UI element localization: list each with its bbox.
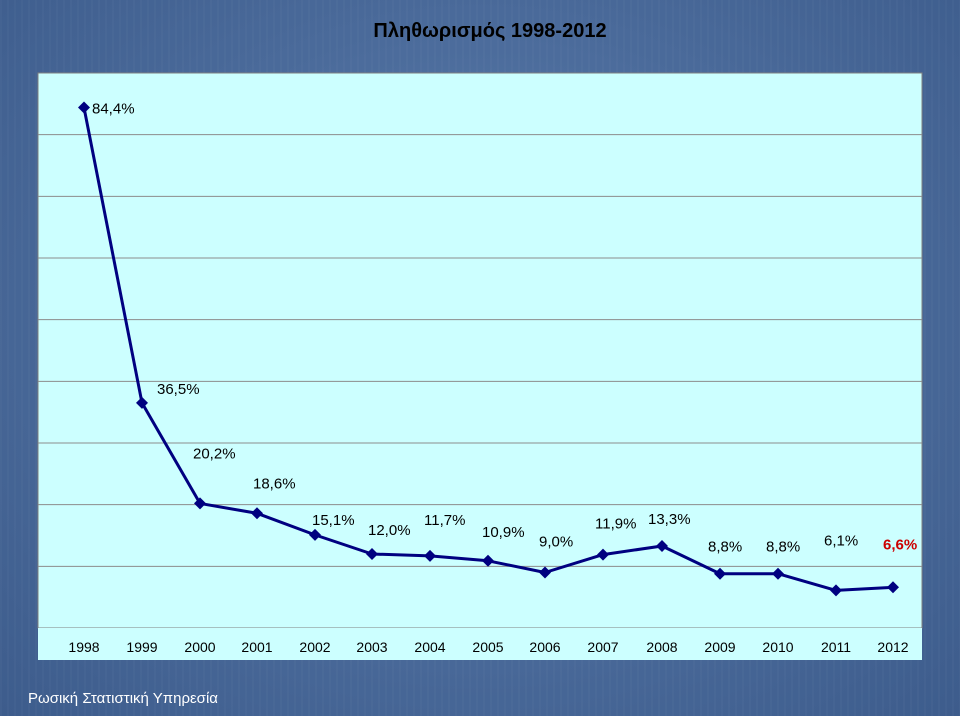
series-group (78, 101, 899, 597)
data-point-marker (482, 554, 494, 567)
data-point-marker (539, 566, 551, 579)
data-point-marker (136, 396, 148, 409)
chart-title: Πληθωρισμός 1998-2012 (373, 20, 607, 42)
x-tick-label: 2004 (414, 639, 445, 655)
x-tick-label: 2008 (646, 639, 677, 655)
data-label: 18,6% (253, 475, 296, 492)
data-point-marker (251, 507, 263, 520)
gridlines (38, 134, 922, 567)
data-point-marker (830, 584, 842, 597)
data-label: 15,1% (312, 512, 355, 529)
source-footer: Ρωσική Στατιστική Υπηρεσία (28, 690, 218, 707)
data-point-marker (424, 549, 436, 562)
x-tick-label: 2009 (704, 639, 735, 655)
data-label: 20,2% (193, 445, 236, 462)
data-label: 8,8% (708, 539, 742, 556)
x-tick-label: 2000 (184, 639, 215, 655)
x-tick-label: 2006 (529, 639, 560, 655)
x-tick-label: 2002 (299, 639, 330, 655)
x-tick-label: 2003 (356, 639, 387, 655)
x-tick-label: 1999 (126, 639, 157, 655)
x-axis-band (38, 628, 922, 660)
x-axis-ticks: 1998 1999 2000 2001 2002 2003 2004 2005 2006 2007… (68, 639, 908, 655)
data-label: 36,5% (157, 381, 200, 398)
x-tick-label: 2001 (241, 639, 272, 655)
data-point-marker (78, 101, 90, 114)
data-point-marker (194, 497, 206, 510)
plot-area (37, 72, 923, 629)
data-label: 11,7% (424, 512, 465, 529)
data-label: 11,9% (595, 516, 636, 533)
x-tick-label: 1998 (68, 639, 99, 655)
x-tick-label: 2007 (587, 639, 618, 655)
data-label: 6,6% (883, 536, 917, 553)
data-point-marker (714, 567, 726, 580)
data-point-marker (366, 548, 378, 560)
data-label: 10,9% (482, 524, 525, 541)
data-point-marker (309, 528, 321, 541)
data-point-marker (887, 581, 899, 594)
data-point-marker (772, 567, 784, 580)
data-point-marker (656, 539, 668, 552)
data-labels: 84,4% 36,5% 20,2% 18,6% 15,1% 12,0% 11,7% 10,9%… (92, 101, 917, 556)
x-tick-label: 2005 (472, 639, 503, 655)
x-tick-label: 2011 (821, 639, 851, 655)
data-point-marker (597, 548, 609, 561)
data-label: 9,0% (539, 534, 573, 551)
data-label: 84,4% (92, 101, 135, 118)
data-label: 12,0% (368, 522, 411, 539)
data-label: 6,1% (824, 532, 858, 549)
data-label: 8,8% (766, 539, 800, 556)
x-tick-label: 2012 (877, 639, 908, 655)
data-label: 13,3% (648, 511, 691, 528)
x-tick-label: 2010 (762, 639, 793, 655)
